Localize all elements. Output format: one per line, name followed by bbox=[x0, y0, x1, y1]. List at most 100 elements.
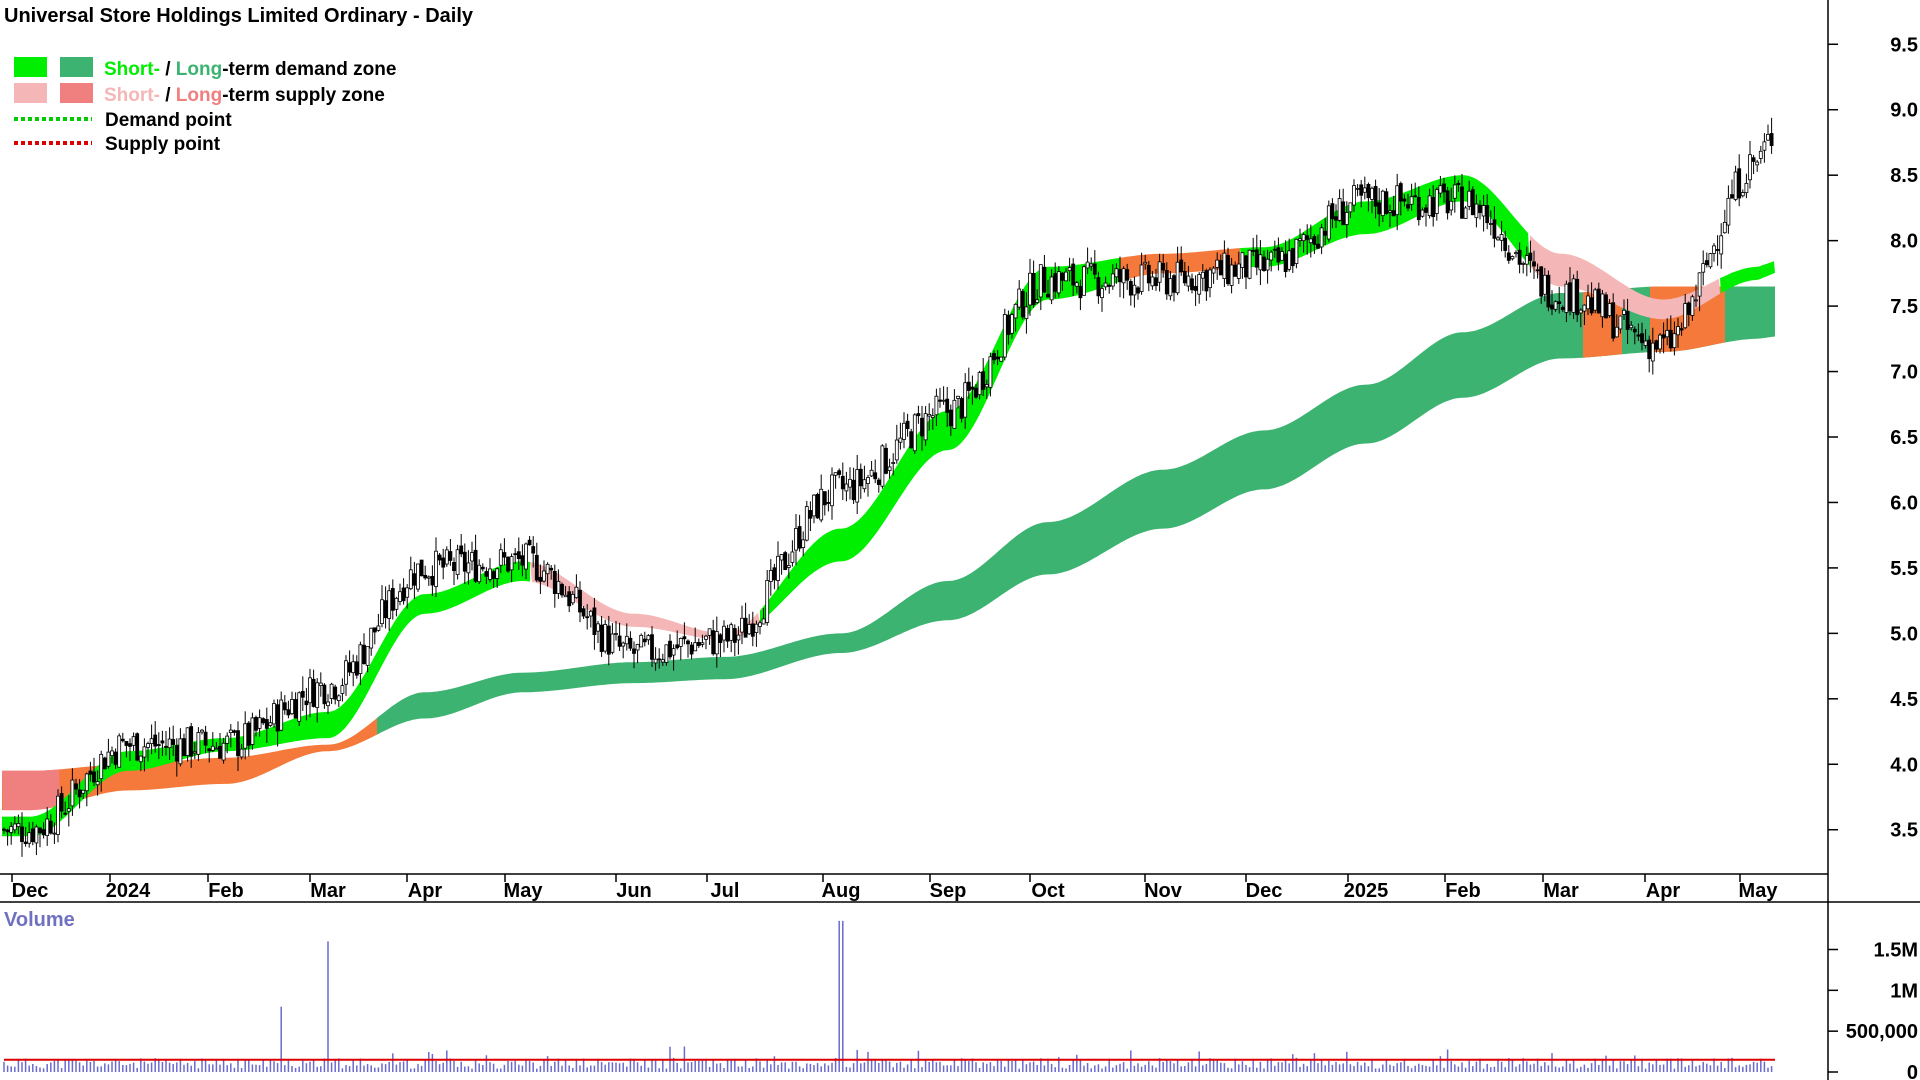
candle-body bbox=[203, 731, 208, 746]
candle-body bbox=[1406, 204, 1410, 209]
candle-body bbox=[1139, 264, 1144, 292]
candle-body bbox=[99, 753, 104, 780]
candle bbox=[491, 570, 496, 588]
x-tick-label: Jun bbox=[616, 880, 652, 902]
candle-body bbox=[660, 659, 665, 663]
candle bbox=[1690, 294, 1695, 321]
candle-body bbox=[779, 554, 784, 561]
candle bbox=[664, 644, 669, 666]
candle bbox=[509, 553, 514, 583]
y-tick-label: 4.5 bbox=[1890, 689, 1918, 711]
candle-body bbox=[729, 624, 734, 641]
candle bbox=[498, 543, 503, 574]
long-term-supply-zone-start bbox=[2, 769, 60, 811]
candle bbox=[232, 729, 237, 736]
candle bbox=[1377, 188, 1382, 227]
candle-body bbox=[20, 826, 24, 842]
candle bbox=[390, 579, 395, 620]
candle-body bbox=[563, 594, 568, 598]
candle bbox=[243, 711, 248, 760]
candle-body bbox=[1463, 207, 1468, 219]
candle bbox=[1535, 263, 1540, 279]
candle-body bbox=[1708, 253, 1713, 268]
candle-body bbox=[1517, 249, 1522, 265]
candle-body bbox=[452, 562, 456, 572]
candle bbox=[725, 624, 730, 648]
candle-body bbox=[106, 751, 111, 767]
candle-body bbox=[63, 812, 68, 815]
candle-body bbox=[1359, 184, 1364, 196]
candle bbox=[1190, 273, 1194, 294]
candle bbox=[714, 616, 719, 668]
candle-body bbox=[815, 493, 820, 519]
candle bbox=[1553, 300, 1558, 312]
candle bbox=[264, 707, 269, 743]
candle bbox=[711, 619, 716, 656]
x-tick-label: Aug bbox=[822, 880, 861, 902]
candle bbox=[1215, 252, 1220, 280]
candle-body bbox=[1017, 288, 1022, 308]
candle-body bbox=[1568, 282, 1572, 312]
candle bbox=[1658, 333, 1662, 354]
candle-body bbox=[1434, 189, 1439, 214]
candle bbox=[722, 620, 726, 653]
candle bbox=[974, 384, 978, 399]
candle-body bbox=[272, 703, 276, 725]
candle bbox=[1650, 327, 1655, 375]
candle bbox=[1118, 256, 1122, 298]
candle bbox=[34, 824, 39, 856]
candle bbox=[214, 741, 219, 750]
candle-body bbox=[1650, 342, 1655, 362]
short-term-demand-zone-3 bbox=[1240, 175, 1530, 268]
candle-body bbox=[776, 555, 780, 581]
candle bbox=[779, 554, 784, 575]
candle-body bbox=[1380, 190, 1385, 217]
candle bbox=[1503, 230, 1508, 258]
candle-body bbox=[1532, 261, 1536, 267]
candle-body bbox=[718, 634, 723, 643]
candle-body bbox=[588, 610, 593, 617]
candle bbox=[408, 556, 413, 591]
candle bbox=[707, 628, 712, 645]
candle-body bbox=[585, 616, 590, 619]
candle-body bbox=[196, 732, 201, 755]
candle bbox=[1197, 272, 1202, 304]
candle-body bbox=[164, 745, 168, 748]
candle bbox=[1697, 272, 1702, 312]
candle-body bbox=[1442, 183, 1446, 193]
candle bbox=[837, 468, 842, 479]
candle bbox=[549, 565, 554, 580]
candle bbox=[1053, 262, 1058, 299]
candle-body bbox=[898, 437, 903, 443]
candle bbox=[138, 755, 143, 772]
candle-body bbox=[1150, 276, 1155, 287]
candle-body bbox=[1550, 304, 1554, 310]
candle-body bbox=[1672, 333, 1677, 349]
candle-body bbox=[1319, 227, 1324, 248]
candle-body bbox=[236, 730, 240, 757]
candle bbox=[606, 615, 611, 666]
candle bbox=[117, 733, 122, 768]
candle bbox=[718, 633, 723, 658]
candle-body bbox=[81, 789, 86, 794]
candle bbox=[38, 826, 42, 848]
candle-body bbox=[1251, 249, 1256, 252]
candle bbox=[1766, 124, 1770, 141]
candle-body bbox=[354, 661, 359, 676]
y-tick-label: 8.0 bbox=[1890, 231, 1918, 253]
candle-body bbox=[1089, 263, 1094, 267]
candle-body bbox=[1398, 183, 1403, 202]
candle bbox=[369, 627, 374, 656]
candle-body bbox=[516, 551, 521, 560]
candle-body bbox=[704, 635, 708, 640]
candle-body bbox=[635, 643, 640, 651]
candle-body bbox=[1222, 252, 1227, 279]
volume-tick-label: 1M bbox=[1890, 980, 1918, 1002]
candle bbox=[1391, 195, 1396, 217]
candle bbox=[704, 634, 708, 650]
candle-body bbox=[1571, 278, 1576, 313]
candle bbox=[628, 631, 633, 651]
candle-body bbox=[254, 716, 258, 731]
candle bbox=[693, 627, 698, 652]
candle bbox=[743, 602, 748, 638]
